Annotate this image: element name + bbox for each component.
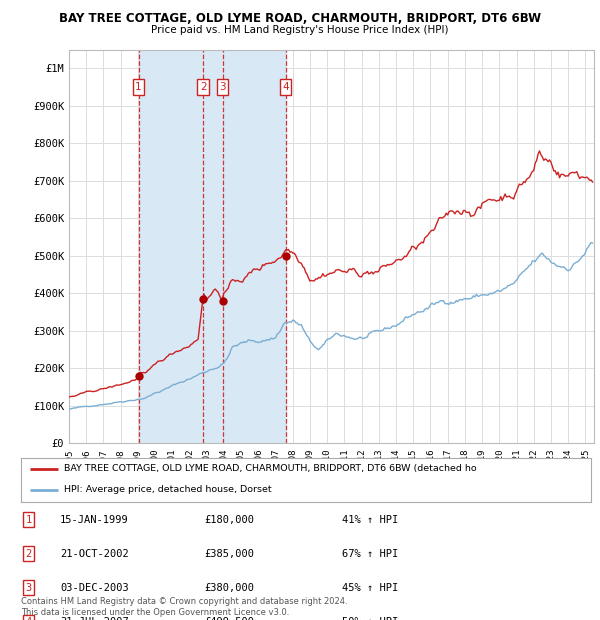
Text: Contains HM Land Registry data © Crown copyright and database right 2024.
This d: Contains HM Land Registry data © Crown c… [21, 598, 347, 617]
Text: 3: 3 [26, 583, 32, 593]
Text: 15-JAN-1999: 15-JAN-1999 [60, 515, 129, 525]
Text: 1: 1 [26, 515, 32, 525]
Text: 31-JUL-2007: 31-JUL-2007 [60, 617, 129, 620]
Text: 03-DEC-2003: 03-DEC-2003 [60, 583, 129, 593]
Text: BAY TREE COTTAGE, OLD LYME ROAD, CHARMOUTH, BRIDPORT, DT6 6BW (detached ho: BAY TREE COTTAGE, OLD LYME ROAD, CHARMOU… [64, 464, 476, 473]
Text: 2: 2 [200, 82, 206, 92]
Text: BAY TREE COTTAGE, OLD LYME ROAD, CHARMOUTH, BRIDPORT, DT6 6BW: BAY TREE COTTAGE, OLD LYME ROAD, CHARMOU… [59, 12, 541, 25]
Text: 67% ↑ HPI: 67% ↑ HPI [342, 549, 398, 559]
Bar [139, 50, 286, 443]
Text: Price paid vs. HM Land Registry's House Price Index (HPI): Price paid vs. HM Land Registry's House … [151, 25, 449, 35]
Text: HPI: Average price, detached house, Dorset: HPI: Average price, detached house, Dors… [64, 485, 271, 494]
Text: 1: 1 [135, 82, 142, 92]
Text: £499,500: £499,500 [204, 617, 254, 620]
Text: £380,000: £380,000 [204, 583, 254, 593]
Text: £180,000: £180,000 [204, 515, 254, 525]
Text: 41% ↑ HPI: 41% ↑ HPI [342, 515, 398, 525]
Text: 45% ↑ HPI: 45% ↑ HPI [342, 583, 398, 593]
Text: 21-OCT-2002: 21-OCT-2002 [60, 549, 129, 559]
Text: 2: 2 [26, 549, 32, 559]
Text: 4: 4 [282, 82, 289, 92]
Text: 4: 4 [26, 617, 32, 620]
Text: 3: 3 [219, 82, 226, 92]
Text: £385,000: £385,000 [204, 549, 254, 559]
Text: 50% ↑ HPI: 50% ↑ HPI [342, 617, 398, 620]
